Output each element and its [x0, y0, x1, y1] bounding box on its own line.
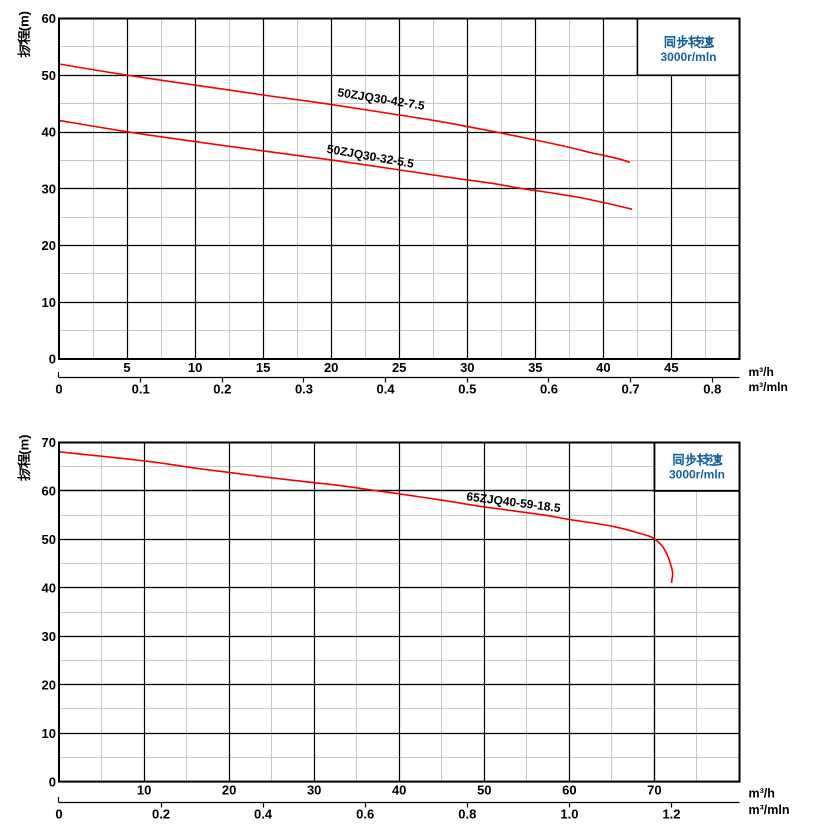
svg-text:50: 50 [477, 782, 491, 797]
svg-text:0.3: 0.3 [295, 382, 313, 397]
svg-text:50: 50 [42, 532, 56, 547]
svg-text:10: 10 [42, 726, 56, 741]
svg-text:50ZJQ30-42-7.5: 50ZJQ30-42-7.5 [337, 85, 426, 113]
svg-text:20: 20 [324, 360, 338, 375]
svg-text:20: 20 [222, 782, 236, 797]
svg-text:0.7: 0.7 [622, 382, 640, 397]
svg-text:35: 35 [528, 360, 542, 375]
svg-text:20: 20 [42, 677, 56, 692]
svg-text:70: 70 [42, 435, 56, 450]
svg-text:50ZJQ30-32-5.5: 50ZJQ30-32-5.5 [326, 142, 415, 171]
svg-text:0.2: 0.2 [152, 807, 170, 822]
svg-text:(m): (m) [17, 11, 32, 31]
svg-text:(m): (m) [17, 434, 32, 454]
svg-text:m³/mln: m³/mln [749, 803, 790, 817]
svg-text:20: 20 [42, 238, 56, 253]
svg-text:3000r/mln: 3000r/mln [669, 467, 725, 481]
svg-text:40: 40 [42, 125, 56, 140]
svg-text:60: 60 [562, 782, 576, 797]
svg-text:0.6: 0.6 [356, 807, 374, 822]
svg-text:0.4: 0.4 [377, 382, 396, 397]
svg-text:m³/h: m³/h [749, 365, 774, 379]
svg-text:60: 60 [42, 484, 56, 499]
svg-text:30: 30 [460, 360, 474, 375]
svg-text:70: 70 [647, 782, 661, 797]
svg-text:0.5: 0.5 [458, 382, 476, 397]
svg-text:5: 5 [123, 360, 130, 375]
svg-text:40: 40 [42, 581, 56, 596]
svg-text:m³/mln: m³/mln [749, 380, 788, 394]
svg-text:15: 15 [256, 360, 270, 375]
svg-text:m³/h: m³/h [749, 787, 775, 801]
svg-text:25: 25 [392, 360, 406, 375]
svg-text:40: 40 [596, 360, 610, 375]
svg-text:30: 30 [42, 629, 56, 644]
svg-text:0.8: 0.8 [703, 382, 721, 397]
svg-text:0.1: 0.1 [132, 382, 150, 397]
svg-text:0: 0 [49, 352, 56, 367]
svg-text:50: 50 [42, 68, 56, 83]
svg-text:30: 30 [42, 181, 56, 196]
svg-text:60: 60 [42, 11, 56, 26]
svg-text:10: 10 [137, 782, 151, 797]
svg-text:0.8: 0.8 [458, 807, 476, 822]
svg-text:0.6: 0.6 [540, 382, 558, 397]
svg-text:30: 30 [307, 782, 321, 797]
svg-text:0: 0 [55, 807, 62, 822]
svg-text:45: 45 [664, 360, 678, 375]
svg-text:0: 0 [55, 382, 62, 397]
svg-text:1.2: 1.2 [662, 807, 680, 822]
svg-text:0.4: 0.4 [254, 807, 273, 822]
svg-text:3000r/mln: 3000r/mln [660, 50, 716, 64]
svg-text:10: 10 [188, 360, 202, 375]
svg-text:10: 10 [42, 295, 56, 310]
svg-text:0: 0 [49, 774, 56, 789]
svg-text:1.0: 1.0 [560, 807, 578, 822]
svg-text:40: 40 [392, 782, 406, 797]
svg-text:0.2: 0.2 [213, 382, 231, 397]
